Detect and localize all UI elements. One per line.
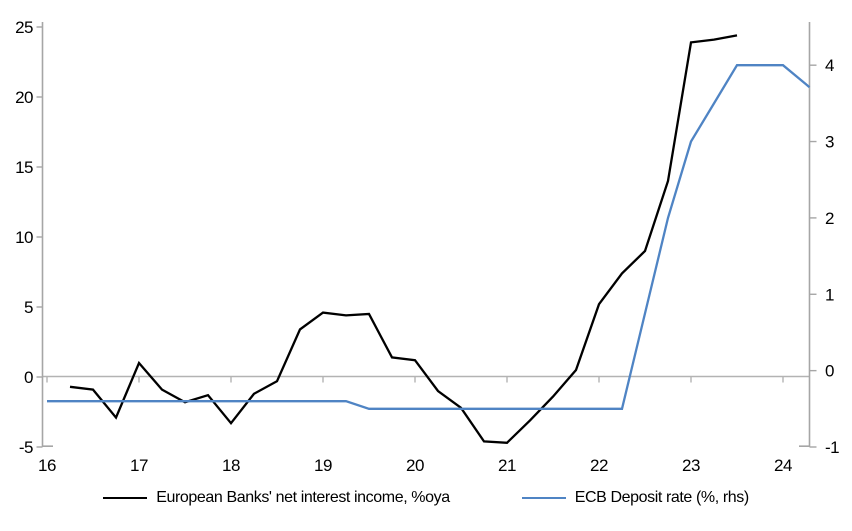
left-axis-tick-label: 15 bbox=[15, 158, 33, 177]
right-axis-tick-label: 2 bbox=[825, 209, 834, 228]
left-axis-tick-label: 20 bbox=[15, 88, 33, 107]
right-axis-tick-label: 4 bbox=[825, 56, 834, 75]
x-axis-tick-label: 17 bbox=[130, 456, 148, 475]
right-axis-tick-label: 3 bbox=[825, 133, 834, 152]
legend-item-ecb-deposit-rate: ECB Deposit rate (%, rhs) bbox=[521, 489, 749, 507]
left-axis-tick-label: 0 bbox=[24, 368, 33, 387]
right-axis-tick-label: -1 bbox=[825, 438, 839, 457]
right-axis-line bbox=[799, 22, 811, 447]
x-axis-tick-label: 24 bbox=[774, 456, 792, 475]
legend-line-sample-black bbox=[103, 497, 148, 499]
legend-item-net-interest-income: European Banks' net interest income, %oy… bbox=[103, 489, 450, 507]
right-axis-tick-label: 0 bbox=[825, 362, 834, 381]
x-axis-tick-label: 16 bbox=[38, 456, 56, 475]
series-line-ecb-deposit-rate bbox=[47, 64, 811, 410]
series-line-net-interest-income bbox=[69, 34, 738, 444]
x-axis-tick-label: 20 bbox=[406, 456, 424, 475]
x-axis-tick-label: 23 bbox=[682, 456, 700, 475]
left-axis-tick-label: 10 bbox=[15, 228, 33, 247]
right-axis-tick-label: 1 bbox=[825, 285, 834, 304]
chart-legend: European Banks' net interest income, %oy… bbox=[42, 489, 810, 507]
left-axis-line bbox=[41, 22, 53, 447]
x-axis-tick-label: 22 bbox=[590, 456, 608, 475]
x-axis-tick-label: 21 bbox=[498, 456, 516, 475]
legend-line-sample-blue bbox=[521, 497, 566, 499]
x-axis-tick-label: 18 bbox=[222, 456, 240, 475]
left-axis-tick-label: 5 bbox=[24, 298, 33, 317]
left-axis-tick-label: 25 bbox=[15, 18, 33, 37]
x-axis-tick-label: 19 bbox=[314, 456, 332, 475]
left-axis-tick-label: -5 bbox=[19, 438, 33, 457]
legend-label-ecb-deposit-rate: ECB Deposit rate (%, rhs) bbox=[574, 489, 749, 506]
legend-label-net-interest-income: European Banks' net interest income, %oy… bbox=[156, 489, 450, 506]
